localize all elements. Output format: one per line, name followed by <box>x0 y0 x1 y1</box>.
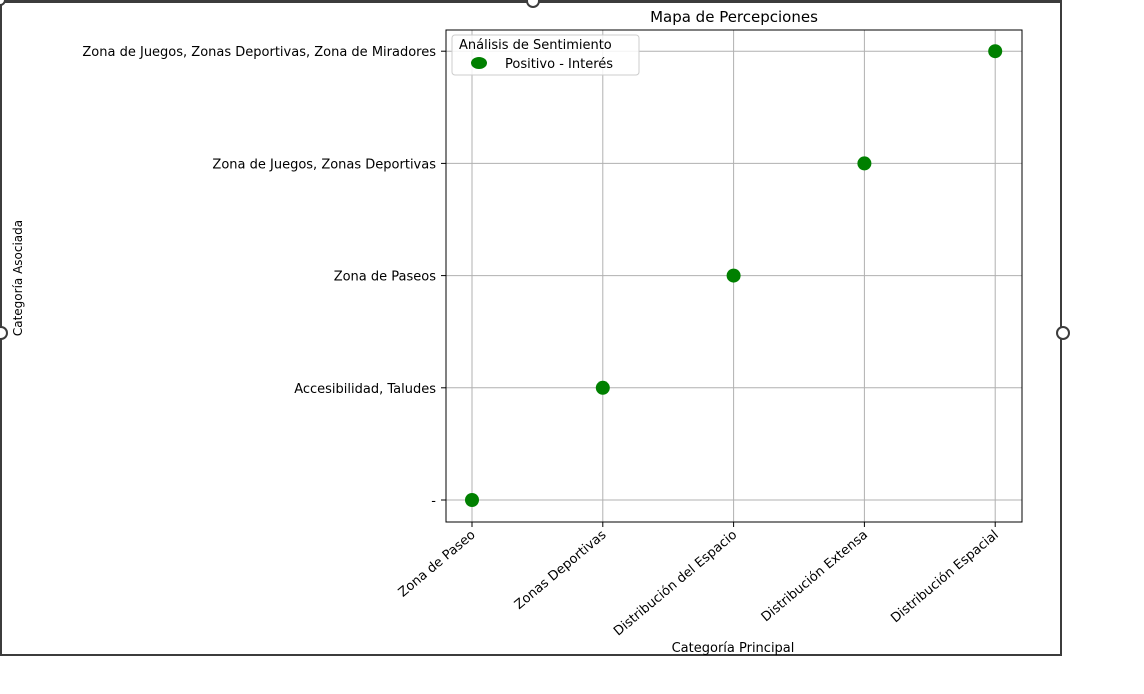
data-point <box>595 380 610 395</box>
resize-handle-middle-left[interactable] <box>0 326 8 340</box>
data-point <box>726 268 741 283</box>
y-tick-label: Accesibilidad, Taludes <box>294 382 436 397</box>
y-axis-label: Categoría Asociada <box>11 220 25 336</box>
data-point <box>988 44 1003 59</box>
legend-title: Análisis de Sentimiento <box>459 38 612 53</box>
resize-handle-top-center[interactable] <box>526 0 540 8</box>
y-tick-label: - <box>431 494 436 509</box>
legend: Análisis de Sentimiento Positivo - Inter… <box>451 34 640 76</box>
resize-handle-middle-right[interactable] <box>1056 326 1070 340</box>
y-tick-label: Zona de Juegos, Zonas Deportivas <box>212 157 436 172</box>
legend-marker <box>471 57 487 69</box>
legend-entry-label: Positivo - Interés <box>505 57 613 72</box>
y-tick-label: Zona de Juegos, Zonas Deportivas, Zona d… <box>82 45 436 60</box>
data-point <box>857 156 872 171</box>
x-tick-label: Distribución Extensa <box>759 528 871 626</box>
legend-entries: Positivo - Interés <box>471 57 613 72</box>
x-tick-label: Distribución del Espacio <box>611 528 740 640</box>
x-axis-label: Categoría Principal <box>672 641 795 656</box>
grid-lines <box>446 30 1022 522</box>
resize-handle-top-left[interactable] <box>0 0 6 6</box>
data-point <box>465 493 479 507</box>
legend-box <box>451 34 640 76</box>
x-tick-label: Zona de Paseo <box>396 528 479 601</box>
data-points <box>465 44 1003 507</box>
x-tick-label: Distribución Espacial <box>888 528 1002 627</box>
x-tick-label: Zonas Deportivas <box>512 527 610 612</box>
chart-title: Mapa de Percepciones <box>650 8 818 26</box>
axis-ticks: Zona de Paseo Zonas Deportivas Distribució… <box>82 45 1001 639</box>
y-tick-label: Zona de Paseos <box>334 270 437 285</box>
